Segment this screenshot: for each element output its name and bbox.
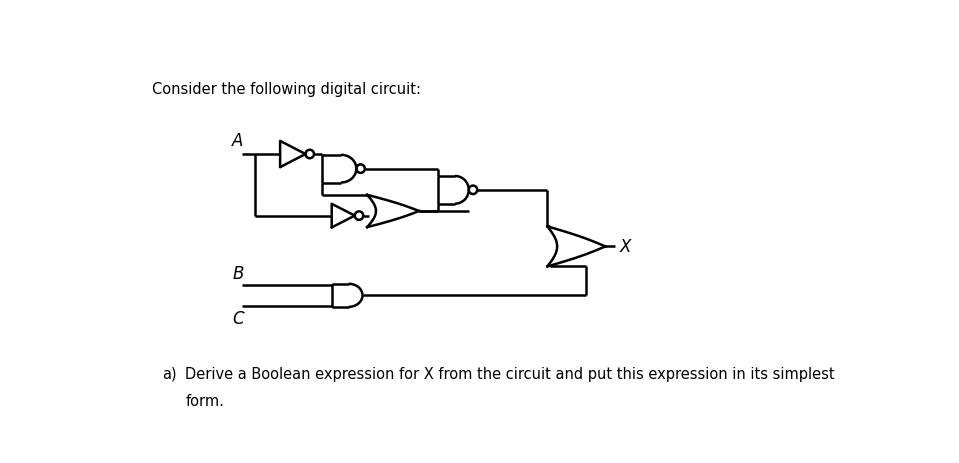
Text: form.: form. <box>185 393 224 408</box>
Text: Derive a Boolean expression for X from the circuit and put this expression in it: Derive a Boolean expression for X from t… <box>185 366 835 381</box>
Text: B: B <box>232 264 244 282</box>
Text: a): a) <box>162 366 177 381</box>
Text: A: A <box>232 132 244 150</box>
Text: Consider the following digital circuit:: Consider the following digital circuit: <box>152 81 421 97</box>
Text: X: X <box>620 238 631 256</box>
Text: C: C <box>232 309 244 327</box>
